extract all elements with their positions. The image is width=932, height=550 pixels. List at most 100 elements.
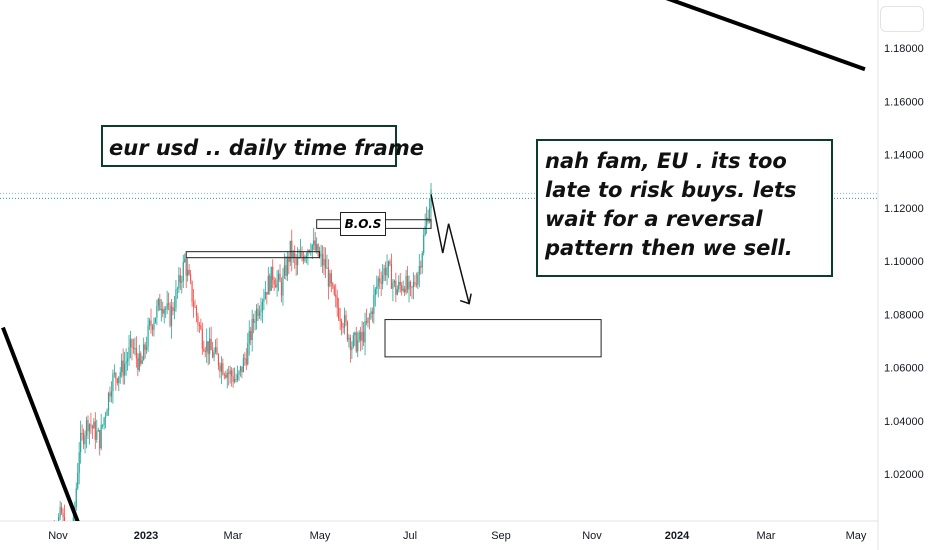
candle	[261, 298, 264, 324]
candle	[386, 254, 388, 286]
candle	[197, 312, 199, 332]
candle	[280, 277, 283, 303]
candle	[169, 301, 171, 328]
candle	[232, 368, 234, 388]
candle	[214, 339, 217, 355]
candle	[210, 326, 212, 351]
candles	[43, 182, 432, 550]
candle	[203, 340, 205, 353]
candle	[206, 328, 208, 364]
candle	[222, 358, 224, 376]
candle	[124, 351, 126, 385]
x-tick-label: May	[846, 530, 867, 542]
candle	[192, 288, 195, 318]
candle	[253, 313, 255, 334]
candle	[324, 247, 327, 279]
candle	[172, 302, 174, 316]
candle	[226, 368, 228, 389]
candle	[198, 322, 200, 334]
candle	[340, 318, 343, 336]
candle	[229, 365, 231, 384]
candle	[401, 282, 403, 296]
candle	[43, 546, 44, 550]
chart-settings-button[interactable]	[880, 6, 924, 32]
candle	[150, 308, 152, 334]
candle	[343, 307, 346, 335]
candle	[209, 327, 211, 365]
candle	[188, 263, 190, 276]
candle	[380, 271, 382, 297]
candle	[97, 427, 99, 432]
candle	[201, 322, 203, 355]
candle	[383, 264, 385, 281]
candle	[194, 299, 196, 308]
y-tick-label: 1.02000	[884, 469, 924, 481]
candle	[411, 285, 413, 299]
candle	[250, 326, 252, 346]
candle	[392, 279, 394, 302]
candle	[223, 372, 225, 380]
candle	[110, 381, 113, 403]
prior-high-line[interactable]	[185, 251, 321, 259]
candle	[77, 463, 79, 491]
candle	[182, 254, 184, 289]
y-tick-label: 1.06000	[884, 363, 924, 375]
candle	[360, 326, 362, 352]
candle	[107, 391, 110, 416]
candle	[87, 415, 89, 440]
y-tick-label: 1.12000	[884, 203, 924, 215]
candle	[159, 293, 161, 311]
candle	[313, 227, 315, 251]
candle	[279, 264, 281, 283]
candle	[109, 386, 111, 402]
candle	[242, 354, 244, 373]
candle	[285, 256, 287, 280]
candle	[299, 239, 302, 259]
lower-trendline[interactable]	[1, 326, 85, 541]
candle	[277, 269, 280, 292]
candle	[273, 276, 275, 291]
candle	[348, 334, 350, 348]
candle	[213, 347, 215, 362]
candle	[254, 310, 256, 331]
projection-path[interactable]	[430, 194, 470, 304]
projection-arrowhead	[459, 293, 472, 305]
candle	[358, 330, 360, 343]
candle	[395, 272, 397, 303]
candle	[60, 502, 63, 515]
candle	[373, 284, 375, 324]
candle	[236, 365, 239, 383]
candle	[301, 246, 303, 262]
candle	[239, 365, 242, 377]
candle	[144, 341, 146, 359]
candle	[275, 278, 277, 288]
candle	[184, 253, 186, 263]
candle	[377, 275, 379, 298]
candle	[423, 228, 425, 256]
candle	[148, 318, 151, 331]
candle	[379, 268, 381, 289]
candle	[170, 298, 173, 339]
candle	[146, 336, 148, 354]
candle	[267, 267, 269, 295]
candle	[393, 279, 395, 288]
candle	[233, 367, 236, 384]
candle	[276, 270, 278, 297]
y-tick-label: 1.04000	[884, 416, 924, 428]
candle	[59, 500, 61, 521]
upper-trendline[interactable]	[323, 0, 866, 72]
candle	[289, 240, 291, 267]
candle	[228, 366, 230, 386]
candle	[357, 331, 359, 358]
candle	[153, 317, 155, 337]
candle	[163, 306, 165, 324]
candle	[137, 353, 139, 377]
y-tick-label: 1.14000	[884, 150, 924, 162]
candle	[141, 356, 143, 365]
y-tick-label: 1.18000	[884, 43, 924, 55]
plot-area	[0, 0, 878, 550]
candle	[190, 269, 192, 285]
candle	[200, 318, 202, 331]
demand-zone[interactable]	[384, 319, 602, 358]
